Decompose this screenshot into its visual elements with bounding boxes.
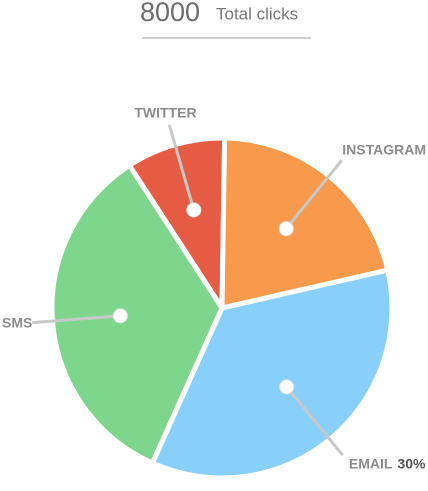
label-dot xyxy=(279,379,295,395)
leader-line xyxy=(285,159,343,230)
labels: TWITTER INSTAGRAM EMAIL 30% SMS xyxy=(2,104,426,471)
label-dot xyxy=(186,202,202,218)
total-label: Total clicks xyxy=(216,4,298,23)
slice-name: EMAIL xyxy=(349,455,393,471)
slice-label: EMAIL 30% xyxy=(349,455,426,471)
label-dot xyxy=(112,308,128,324)
slice-label: TWITTER xyxy=(134,104,196,120)
slice-name: TWITTER xyxy=(134,104,196,120)
total-value: 8000 xyxy=(140,0,200,27)
slices xyxy=(49,135,395,481)
leader-line xyxy=(285,385,344,457)
label-dot xyxy=(278,221,294,237)
slice-name: INSTAGRAM xyxy=(342,141,426,157)
slice-label: INSTAGRAM xyxy=(342,141,426,157)
slice-value-label: 30% xyxy=(397,455,426,471)
leader-line xyxy=(167,124,196,211)
leader-line xyxy=(32,314,121,325)
slice-label: SMS xyxy=(2,314,32,330)
slice-name: SMS xyxy=(2,314,32,330)
